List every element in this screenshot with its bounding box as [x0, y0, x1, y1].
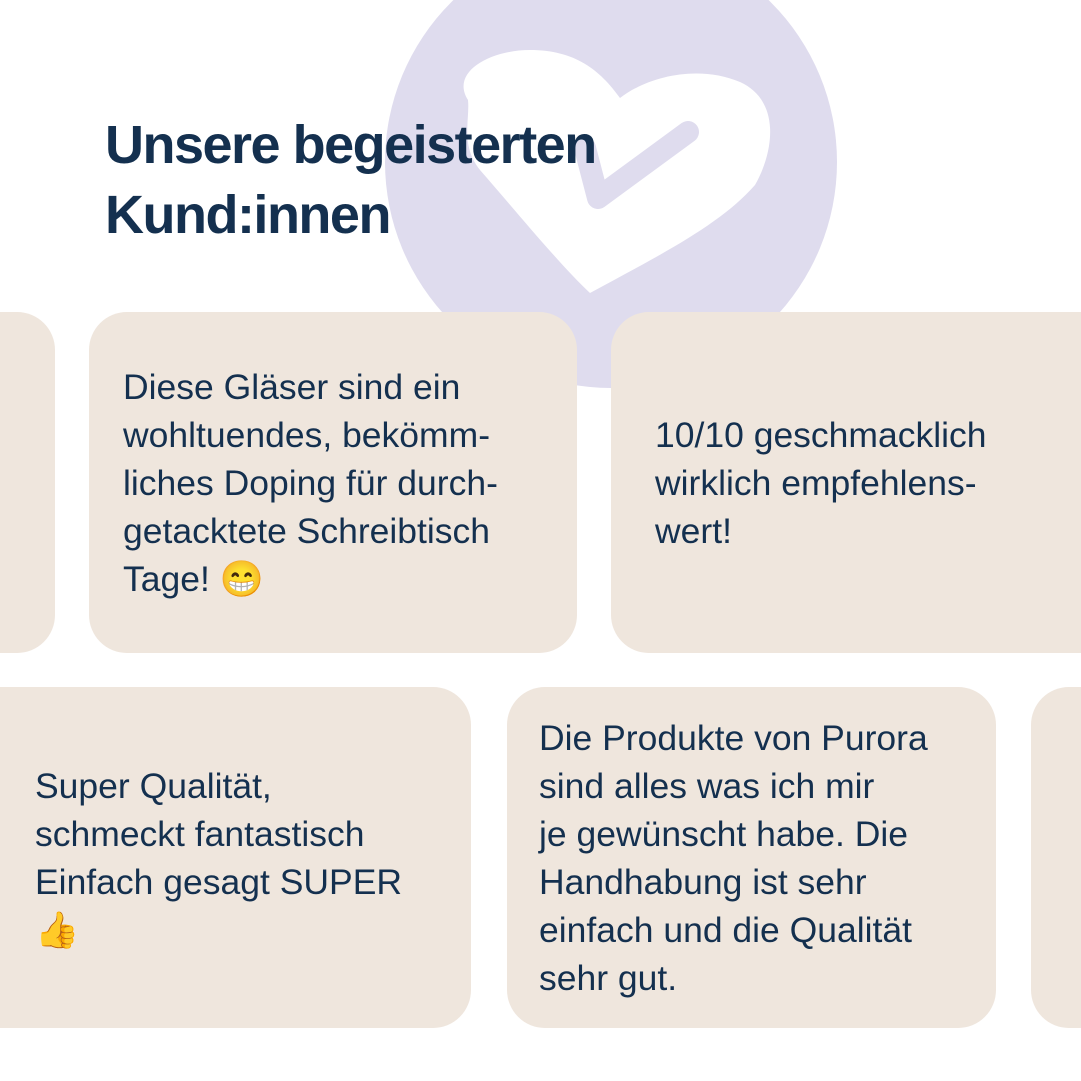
review-card: Die Produkte von Purora sind alles was i…	[507, 687, 996, 1028]
review-card-partial-right	[1031, 687, 1081, 1028]
review-card: Diese Gläser sind ein wohltuendes, beköm…	[89, 312, 577, 653]
page-title: Unsere begeisterten Kund:innen	[105, 110, 597, 250]
title-line-1: Unsere begeisterten	[105, 115, 597, 175]
review-text: Super Qualität, schmeckt fantastisch Ein…	[35, 765, 403, 950]
check-mark	[574, 121, 699, 209]
review-card-partial-left	[0, 312, 55, 653]
review-text: 10/10 geschmacklich wirklich empfehlens-…	[655, 414, 987, 551]
title-line-2: Kund:innen	[105, 185, 391, 245]
review-text: Die Produkte von Purora sind alles was i…	[539, 717, 928, 998]
review-card: 10/10 geschmacklich wirklich empfehlens-…	[611, 312, 1081, 653]
review-text: Diese Gläser sind ein wohltuendes, beköm…	[123, 366, 498, 599]
review-card: Super Qualität, schmeckt fantastisch Ein…	[0, 687, 471, 1028]
